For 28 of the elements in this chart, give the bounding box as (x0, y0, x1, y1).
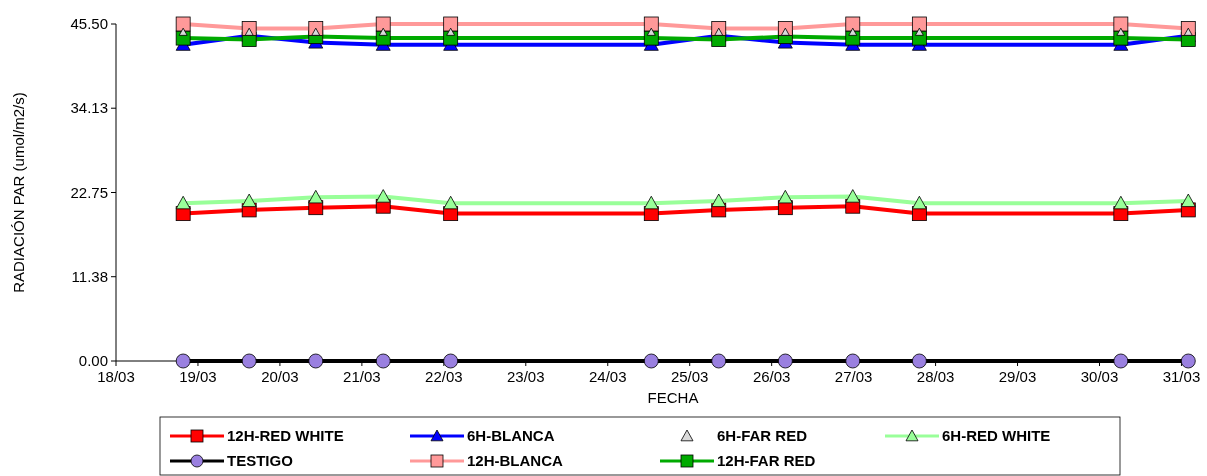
x-tick-label: 23/03 (507, 368, 545, 385)
legend-label: 6H-BLANCA (467, 427, 555, 445)
x-tick-label: 20/03 (261, 368, 299, 385)
y-tick-label: 34.13 (70, 99, 108, 117)
x-tick-label: 18/03 (97, 368, 135, 385)
legend-label: TESTIGO (227, 452, 294, 470)
x-tick-label: 29/03 (998, 368, 1037, 385)
legend-label: 12H-BLANCA (467, 452, 563, 470)
x-tick-label: 27/03 (834, 368, 873, 385)
legend-label: 12H-RED WHITE (227, 427, 344, 445)
x-tick-label: 26/03 (752, 368, 791, 385)
y-tick-label: 22.75 (70, 183, 108, 201)
y-tick-label: 0.00 (78, 352, 108, 370)
x-axis-title: FECHA (647, 389, 699, 406)
x-tick-label: 22/03 (425, 368, 463, 385)
legend-label: 6H-RED WHITE (942, 427, 1051, 445)
x-tick-label: 25/03 (670, 368, 709, 385)
x-tick-label: 19/03 (179, 368, 217, 385)
y-axis-title: RADIACIÓN PAR (umol/m2/s) (10, 92, 27, 293)
legend-label: 6H-FAR RED (717, 427, 808, 445)
x-tick-label: 24/03 (588, 368, 627, 385)
x-tick-label: 30/03 (1080, 368, 1119, 385)
y-tick-label: 11.38 (71, 267, 108, 285)
x-tick-label: 31/03 (1162, 368, 1201, 385)
x-tick-label: 21/03 (343, 368, 381, 385)
legend-label: 12H-FAR RED (717, 452, 816, 470)
y-tick-label: 45.50 (70, 15, 108, 33)
x-tick-label: 28/03 (916, 368, 955, 385)
